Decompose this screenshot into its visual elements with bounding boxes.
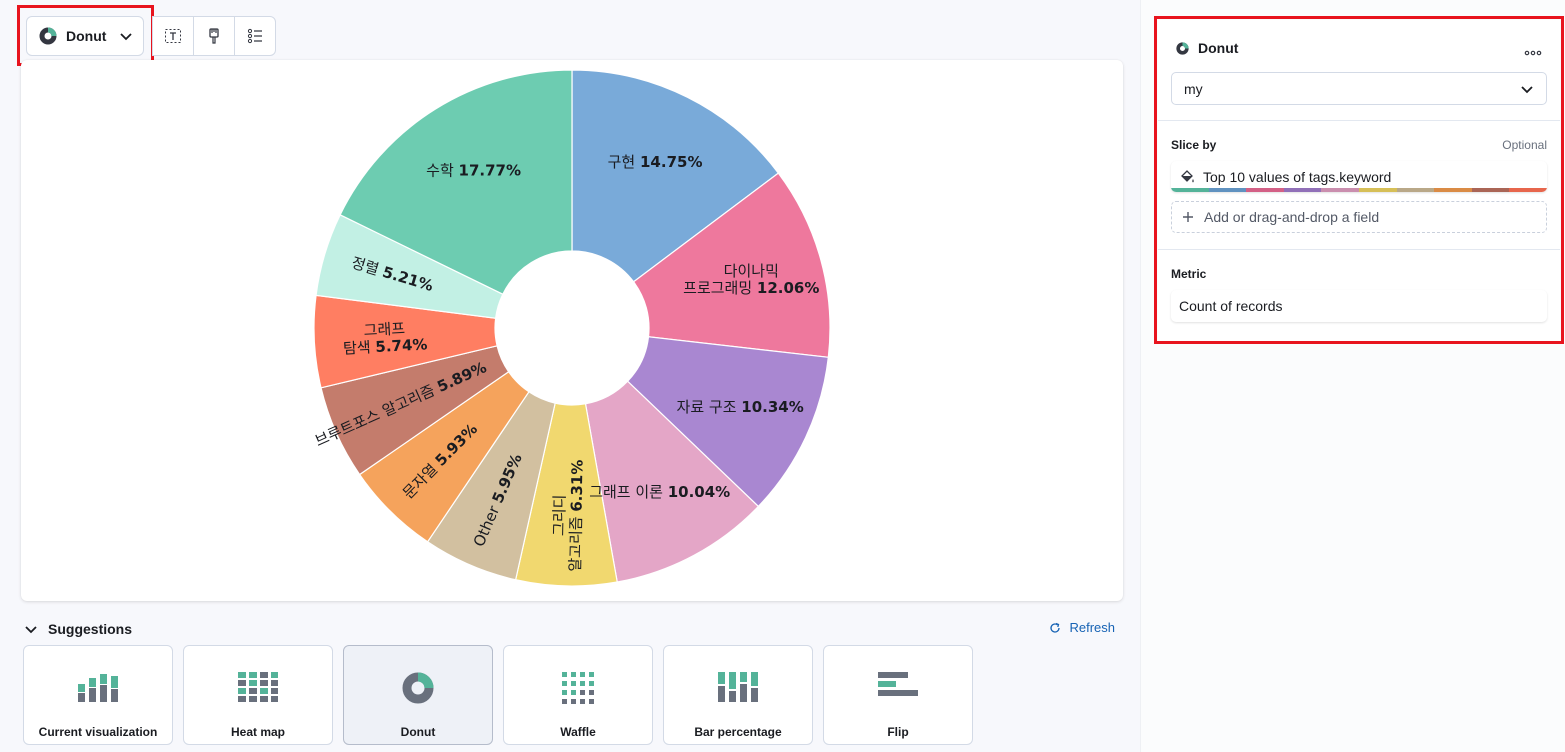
text-field-icon — [165, 29, 181, 43]
slice-구현[interactable] — [571, 69, 780, 283]
chevron-down-icon — [25, 626, 37, 634]
list-icon — [247, 28, 262, 44]
slice-percentage: 10.04% — [668, 483, 730, 501]
slice-name: 그래프 이론 — [589, 483, 668, 501]
metric-dimension[interactable]: Count of records — [1171, 290, 1547, 322]
divider — [1158, 249, 1560, 250]
suggestion-label: Flip — [887, 725, 909, 739]
waffle-icon — [562, 672, 594, 704]
slice-자료-구조[interactable] — [626, 336, 829, 508]
chart-type-switcher[interactable]: Donut — [26, 16, 144, 56]
refresh-label: Refresh — [1069, 620, 1115, 635]
data-view-select[interactable]: my — [1171, 72, 1547, 105]
suggestions-list: Current visualization Heat map Donut — [23, 645, 973, 745]
chart-type-label: Donut — [66, 28, 107, 44]
slice-label: 그리디알고리즘 6.31% — [549, 459, 586, 572]
slice-name: 다이나믹 — [724, 262, 779, 280]
suggestion-donut[interactable]: Donut — [343, 645, 493, 745]
slice-percentage: 5.74% — [375, 335, 428, 356]
chevron-down-icon — [120, 33, 133, 41]
slice-label: 수학 17.77% — [426, 161, 521, 179]
suggestion-bar-percentage[interactable]: Bar percentage — [663, 645, 813, 745]
bar-percentage-icon — [718, 672, 758, 702]
layer-config-panel: Donut my Slice by Optional Top 10 values… — [1158, 20, 1560, 342]
heatmap-icon — [238, 672, 278, 702]
paint-bucket-icon — [1181, 169, 1194, 182]
suggestion-label: Donut — [400, 725, 436, 739]
donut-hole — [495, 251, 649, 405]
metric-value: Count of records — [1179, 298, 1283, 314]
suggestion-heat-map[interactable]: Heat map — [183, 645, 333, 745]
suggestions-toggle[interactable]: Suggestions — [24, 619, 132, 639]
divider — [1158, 120, 1560, 121]
chart-panel: 구현 14.75% 다이나믹 프로그래밍 12.06% 자료 구조 10.34% 그래프… — [21, 60, 1123, 601]
donut-icon — [39, 27, 57, 45]
plus-icon — [1183, 212, 1193, 222]
chevron-down-icon — [1521, 86, 1533, 94]
suggestion-current-visualization[interactable]: Current visualization — [23, 645, 173, 745]
text-field-button[interactable] — [153, 17, 194, 55]
add-field-button[interactable]: Add or drag-and-drop a field — [1171, 201, 1547, 233]
add-field-label: Add or drag-and-drop a field — [1204, 209, 1380, 225]
suggestion-label: Waffle — [560, 725, 596, 739]
slice-label: 다이나믹 프로그래밍 12.06% — [683, 262, 819, 297]
slice-label: 그래프탐색 5.74% — [342, 318, 428, 357]
suggestion-label: Heat map — [230, 725, 286, 739]
slice-name: 수학 — [426, 161, 458, 179]
config-title: Donut — [1176, 40, 1238, 56]
donut-icon — [1176, 41, 1189, 55]
slice-수학[interactable] — [339, 69, 573, 296]
slice-percentage: 10.34% — [741, 398, 803, 416]
brush-button[interactable] — [194, 17, 235, 55]
slice-by-value: Top 10 values of tags.keyword — [1203, 168, 1392, 185]
color-palette-strip — [1171, 188, 1547, 192]
slice-다이나믹-프로그래밍[interactable] — [632, 172, 831, 358]
brush-icon — [209, 28, 219, 44]
slice-by-dimension[interactable]: Top 10 values of tags.keyword — [1171, 161, 1547, 192]
metric-label: Metric — [1171, 267, 1207, 281]
donut-chart: 구현 14.75% 다이나믹 프로그래밍 12.06% 자료 구조 10.34% 그래프… — [312, 69, 831, 587]
more-options-button[interactable] — [1524, 44, 1542, 62]
slice-percentage: 14.75% — [640, 153, 702, 171]
data-view-value: my — [1184, 80, 1203, 97]
suggestion-label: Bar percentage — [694, 725, 782, 739]
slice-그래프-이론[interactable] — [584, 380, 760, 583]
slice-by-label: Slice by — [1171, 138, 1217, 152]
suggestion-waffle[interactable]: Waffle — [503, 645, 653, 745]
slice-label: 구현 14.75% — [608, 153, 703, 171]
ellipsis-icon — [1524, 50, 1542, 56]
slice-percentage: 17.77% — [459, 161, 521, 179]
suggestion-label: Current visualization — [38, 725, 158, 739]
bar-chart-icon — [78, 674, 118, 702]
suggestions-title: Suggestions — [48, 621, 133, 637]
slice-name: 알고리즘 — [566, 511, 585, 571]
refresh-icon — [1050, 622, 1061, 633]
slice-label: 자료 구조 10.34% — [677, 398, 804, 416]
slice-percentage: 12.06% — [757, 279, 819, 297]
slice-label: 그래프 이론 10.04% — [589, 483, 730, 501]
list-button[interactable] — [235, 17, 275, 55]
slice-name: 자료 구조 — [677, 398, 742, 416]
toolbar-group — [152, 16, 276, 56]
refresh-button[interactable]: Refresh — [1049, 620, 1115, 635]
slice-name: 그래프 — [363, 319, 406, 339]
slice-name: 탐색 — [343, 338, 376, 358]
slice-name: 프로그래밍 — [683, 279, 757, 297]
flip-icon — [878, 672, 918, 696]
optional-label: Optional — [1502, 138, 1547, 152]
suggestion-flip[interactable]: Flip — [823, 645, 973, 745]
config-title-label: Donut — [1198, 40, 1239, 56]
donut-icon — [402, 672, 434, 704]
slice-name: 그리디 — [550, 494, 569, 536]
slice-name: 구현 — [608, 153, 640, 171]
slice-percentage: 6.31% — [567, 459, 586, 511]
